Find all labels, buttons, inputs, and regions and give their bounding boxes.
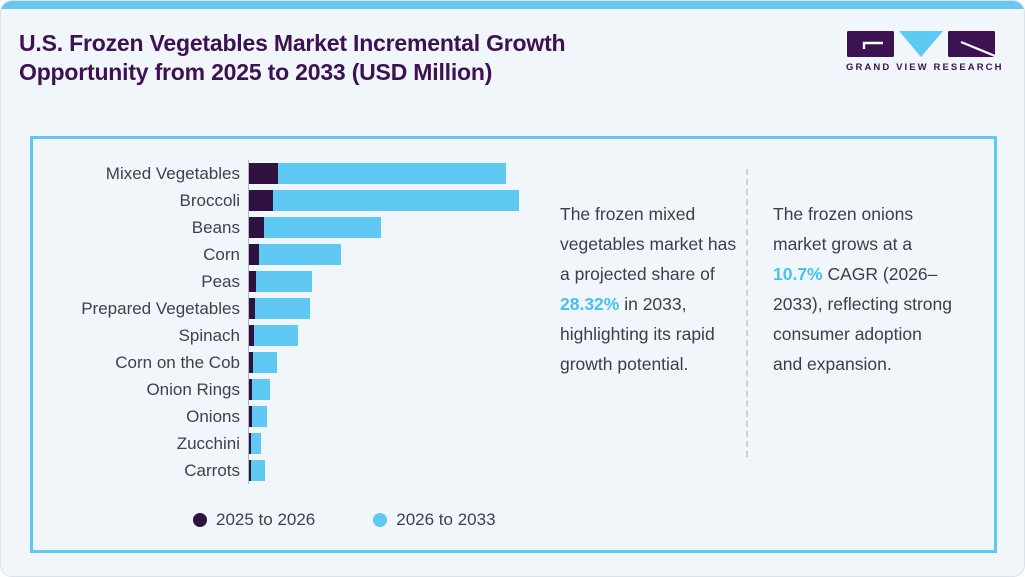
bar-segment xyxy=(249,271,256,292)
annotation-text: CAGR (2026–2033), reflecting strong cons… xyxy=(773,264,952,374)
bar-segment xyxy=(264,217,381,238)
annotation-text: The frozen mixed vegetables market has a… xyxy=(560,204,737,284)
chart-row: Onion Rings xyxy=(33,376,553,403)
annotation-mixed-vegetables: The frozen mixed vegetables market has a… xyxy=(560,199,742,379)
annotation-text: The frozen onions market grows at a xyxy=(773,204,914,254)
bar-chart: Mixed Vegetables Broccoli Beans Corn Peas Pre… xyxy=(33,160,553,484)
bar-track xyxy=(248,322,553,349)
chart-row: Prepared Vegetables xyxy=(33,295,553,322)
bar-segment xyxy=(254,325,298,346)
chart-row: Spinach xyxy=(33,322,553,349)
bar-segment xyxy=(252,406,267,427)
category-label: Beans xyxy=(191,217,240,237)
annotation-highlight: 10.7% xyxy=(773,264,823,284)
bar-segment xyxy=(278,163,506,184)
annotation-text: in 2033, highlighting its rapid growth p… xyxy=(560,294,715,374)
category-label: Carrots xyxy=(184,460,240,480)
bar-segment xyxy=(252,379,270,400)
bar-track xyxy=(248,187,553,214)
chart-row: Carrots xyxy=(33,457,553,484)
page-title-line-2: Opportunity from 2025 to 2033 (USD Milli… xyxy=(19,59,493,85)
legend-item-2026-2033: 2026 to 2033 xyxy=(373,510,496,530)
chart-row: Corn on the Cob xyxy=(33,349,553,376)
category-label: Zucchini xyxy=(176,433,240,453)
legend-swatch-dark xyxy=(193,513,207,527)
bar-track xyxy=(248,349,553,376)
chart-row: Beans xyxy=(33,214,553,241)
category-label: Broccoli xyxy=(179,190,240,210)
category-label: Peas xyxy=(201,271,240,291)
legend-item-2025-2026: 2025 to 2026 xyxy=(193,510,315,530)
chart-legend: 2025 to 2026 2026 to 2033 xyxy=(193,510,496,530)
bar-track xyxy=(248,376,553,403)
chart-row: Onions xyxy=(33,403,553,430)
category-label: Corn on the Cob xyxy=(115,352,240,372)
bar-segment xyxy=(259,244,341,265)
chart-row: Broccoli xyxy=(33,187,553,214)
chart-row: Corn xyxy=(33,241,553,268)
annotation-onions: The frozen onions market grows at a 10.7… xyxy=(773,199,955,379)
bar-segment xyxy=(251,460,265,481)
bar-track xyxy=(248,268,553,295)
page-title: U.S. Frozen Vegetables Market Incrementa… xyxy=(19,29,739,87)
gvr-logo-wordmark: GRAND VIEW RESEARCH xyxy=(846,62,1004,73)
gvr-logo-icon xyxy=(847,31,995,58)
bar-segment xyxy=(273,190,519,211)
bar-track xyxy=(248,241,553,268)
bar-segment xyxy=(249,217,264,238)
bar-segment xyxy=(255,298,310,319)
bar-segment xyxy=(251,433,261,454)
category-label: Onions xyxy=(186,406,240,426)
category-label: Corn xyxy=(203,244,240,264)
bar-segment xyxy=(253,352,277,373)
category-label: Spinach xyxy=(178,325,240,345)
bar-track xyxy=(248,295,553,322)
category-label: Mixed Vegetables xyxy=(105,163,240,183)
top-accent-bar xyxy=(1,1,1024,9)
chart-row: Peas xyxy=(33,268,553,295)
chart-row: Zucchini xyxy=(33,430,553,457)
dashed-divider xyxy=(746,169,748,457)
category-label: Onion Rings xyxy=(146,379,240,399)
page-title-line-1: U.S. Frozen Vegetables Market Incrementa… xyxy=(19,30,566,56)
bar-track xyxy=(248,430,553,457)
annotation-highlight: 28.32% xyxy=(560,294,620,314)
bar-segment xyxy=(256,271,312,292)
category-label: Prepared Vegetables xyxy=(81,298,240,318)
bar-segment xyxy=(249,352,253,373)
bar-track xyxy=(248,214,553,241)
bar-track xyxy=(248,457,553,484)
legend-swatch-blue xyxy=(373,513,388,527)
bar-segment xyxy=(249,379,252,400)
legend-label: 2026 to 2033 xyxy=(396,510,496,529)
bar-segment xyxy=(249,325,254,346)
bar-track xyxy=(248,160,553,187)
gvr-logo: GRAND VIEW RESEARCH xyxy=(846,28,1004,73)
bar-segment xyxy=(249,163,278,184)
chart-panel: Mixed Vegetables Broccoli Beans Corn Peas Pre… xyxy=(30,136,997,553)
bar-track xyxy=(248,403,553,430)
legend-label: 2025 to 2026 xyxy=(216,510,316,529)
bar-segment xyxy=(249,460,251,481)
chart-row: Mixed Vegetables xyxy=(33,160,553,187)
bar-segment xyxy=(249,190,273,211)
bar-segment xyxy=(249,298,255,319)
bar-segment xyxy=(249,244,259,265)
bar-segment xyxy=(249,433,251,454)
bar-segment xyxy=(249,406,252,427)
